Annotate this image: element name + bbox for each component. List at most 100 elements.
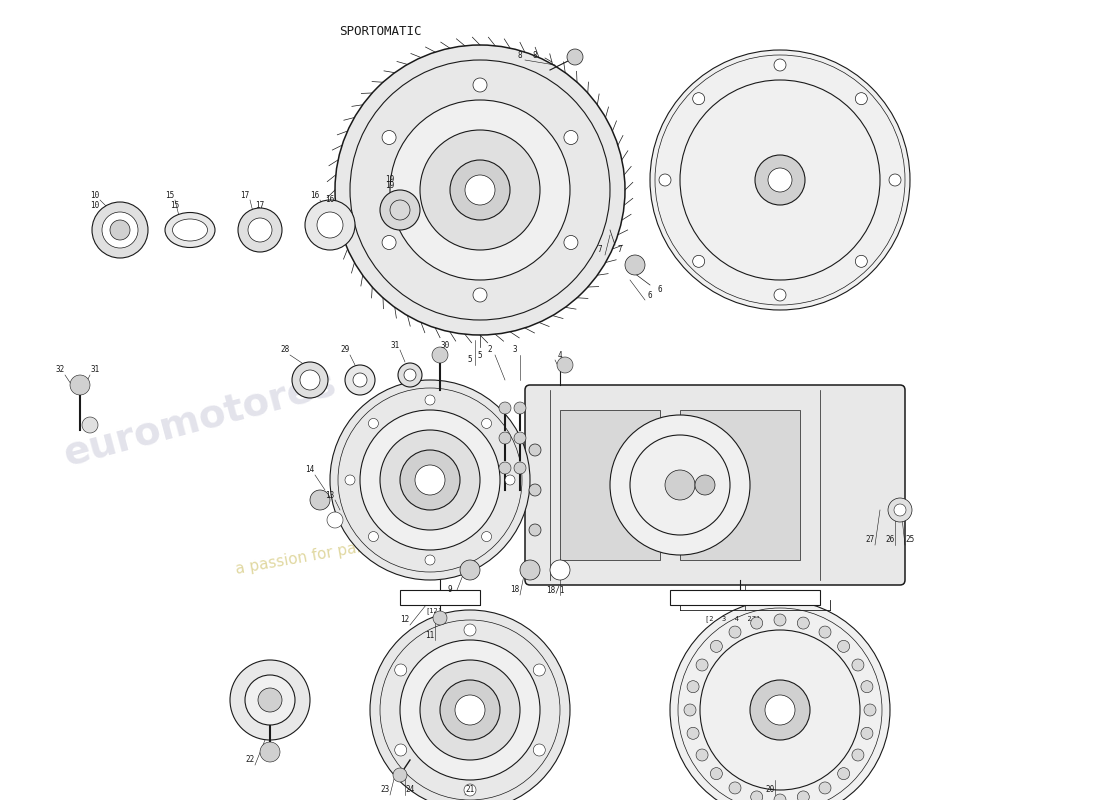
Circle shape xyxy=(482,418,492,429)
Circle shape xyxy=(425,555,435,565)
Circle shape xyxy=(393,768,407,782)
Circle shape xyxy=(688,681,700,693)
Circle shape xyxy=(400,450,460,510)
Circle shape xyxy=(395,664,407,676)
Text: 13: 13 xyxy=(326,490,334,499)
Text: 15: 15 xyxy=(170,201,179,210)
Text: 32: 32 xyxy=(55,366,65,374)
Text: [2  3  4  27]: [2 3 4 27] xyxy=(705,615,760,622)
Circle shape xyxy=(564,130,578,145)
Text: 28: 28 xyxy=(280,346,289,354)
Circle shape xyxy=(420,660,520,760)
Circle shape xyxy=(465,175,495,205)
Circle shape xyxy=(433,611,447,625)
Circle shape xyxy=(368,531,378,542)
Circle shape xyxy=(750,617,762,629)
Circle shape xyxy=(370,610,570,800)
Circle shape xyxy=(798,617,810,629)
Circle shape xyxy=(798,791,810,800)
Text: 23: 23 xyxy=(381,786,389,794)
Text: 17: 17 xyxy=(255,201,265,210)
Circle shape xyxy=(248,218,272,242)
Circle shape xyxy=(529,444,541,456)
Text: 16: 16 xyxy=(326,195,334,205)
Circle shape xyxy=(557,357,573,373)
Text: 29: 29 xyxy=(340,346,350,354)
Circle shape xyxy=(110,220,130,240)
Text: a passion for parts since 1985: a passion for parts since 1985 xyxy=(234,522,465,578)
Circle shape xyxy=(534,744,546,756)
Circle shape xyxy=(404,369,416,381)
Circle shape xyxy=(450,160,510,220)
Text: 12: 12 xyxy=(400,615,409,625)
Circle shape xyxy=(693,93,705,105)
Circle shape xyxy=(460,560,480,580)
Circle shape xyxy=(415,465,446,495)
Circle shape xyxy=(258,688,282,712)
Text: 3: 3 xyxy=(513,346,517,354)
Circle shape xyxy=(851,659,864,671)
Text: 7: 7 xyxy=(618,246,623,254)
Circle shape xyxy=(455,695,485,725)
Circle shape xyxy=(292,362,328,398)
Circle shape xyxy=(499,432,512,444)
Circle shape xyxy=(400,640,540,780)
Circle shape xyxy=(230,660,310,740)
Circle shape xyxy=(774,794,786,800)
Text: 19: 19 xyxy=(385,181,395,190)
Circle shape xyxy=(440,680,500,740)
Circle shape xyxy=(336,45,625,335)
Circle shape xyxy=(432,347,448,363)
Circle shape xyxy=(379,430,480,530)
Circle shape xyxy=(856,93,867,105)
Circle shape xyxy=(729,782,741,794)
Text: 30: 30 xyxy=(440,341,450,350)
Circle shape xyxy=(529,524,541,536)
Circle shape xyxy=(353,373,367,387)
Text: 5: 5 xyxy=(477,350,482,359)
Circle shape xyxy=(750,680,810,740)
Circle shape xyxy=(837,768,849,780)
Circle shape xyxy=(499,402,512,414)
Circle shape xyxy=(245,675,295,725)
Circle shape xyxy=(317,212,343,238)
Circle shape xyxy=(529,484,541,496)
Text: 8: 8 xyxy=(532,50,537,59)
Text: 22: 22 xyxy=(245,755,254,765)
Circle shape xyxy=(550,560,570,580)
Circle shape xyxy=(889,174,901,186)
Ellipse shape xyxy=(173,219,208,241)
Circle shape xyxy=(684,704,696,716)
Circle shape xyxy=(625,255,645,275)
Text: 14: 14 xyxy=(306,466,315,474)
Text: 7: 7 xyxy=(597,246,603,254)
Text: 17: 17 xyxy=(241,190,250,199)
Circle shape xyxy=(70,375,90,395)
Text: 15: 15 xyxy=(165,190,175,199)
Circle shape xyxy=(499,462,512,474)
Circle shape xyxy=(894,504,906,516)
Circle shape xyxy=(300,370,320,390)
Circle shape xyxy=(425,395,435,405)
Circle shape xyxy=(473,78,487,92)
Circle shape xyxy=(711,768,723,780)
Circle shape xyxy=(260,742,280,762)
Circle shape xyxy=(514,402,526,414)
Circle shape xyxy=(330,380,530,580)
Circle shape xyxy=(820,626,830,638)
Circle shape xyxy=(820,782,830,794)
Circle shape xyxy=(360,410,500,550)
Circle shape xyxy=(695,475,715,495)
Circle shape xyxy=(564,235,578,250)
Circle shape xyxy=(82,417,98,433)
Ellipse shape xyxy=(165,213,214,247)
Circle shape xyxy=(327,512,343,528)
Circle shape xyxy=(696,659,708,671)
Circle shape xyxy=(482,531,492,542)
Text: 16: 16 xyxy=(310,190,320,199)
Text: euromotores: euromotores xyxy=(59,366,341,474)
Circle shape xyxy=(382,235,396,250)
Bar xyxy=(560,410,660,560)
Circle shape xyxy=(666,470,695,500)
Text: 8: 8 xyxy=(518,50,522,59)
